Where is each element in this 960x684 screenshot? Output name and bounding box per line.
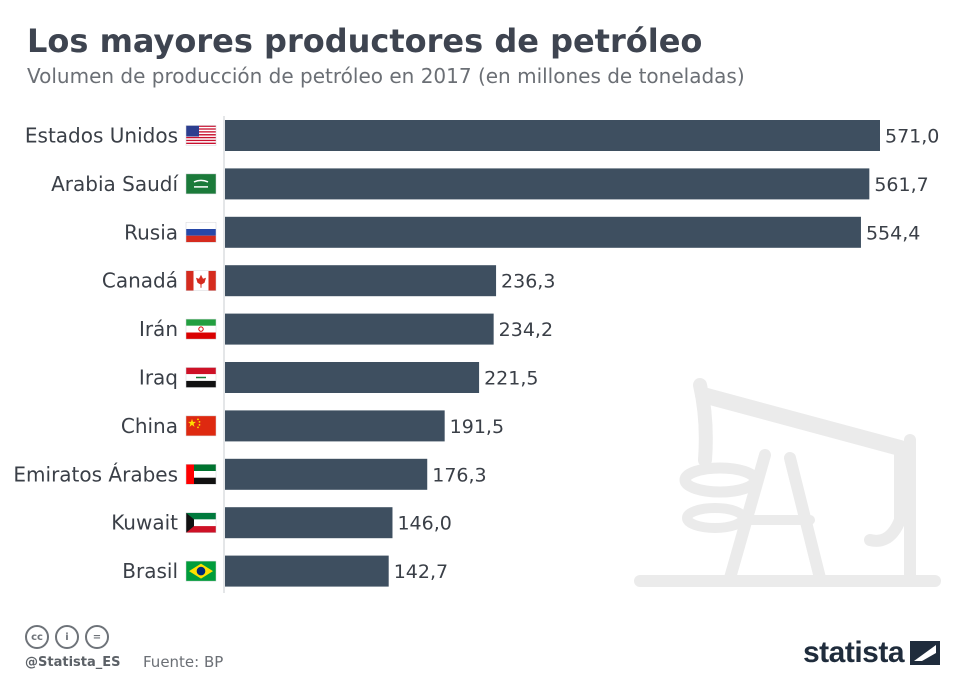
- cc-icon[interactable]: cc: [25, 625, 49, 649]
- bar-row: Kuwait 146,0: [111, 507, 452, 539]
- ir-flag-icon: [185, 318, 217, 340]
- value-label: 571,0: [885, 126, 939, 148]
- iq-flag-icon: [185, 367, 217, 388]
- us-flag-icon: [185, 125, 217, 146]
- bar-row: Canadá 236,3: [102, 265, 555, 297]
- sa-flag-icon: [185, 173, 217, 195]
- bar: [225, 265, 497, 297]
- value-label: 561,7: [874, 174, 928, 196]
- category-label: Rusia: [124, 220, 178, 244]
- ru-flag-icon: [185, 222, 217, 243]
- bar-row: Irán 234,2: [139, 313, 553, 345]
- bar: [225, 507, 393, 539]
- bar: [225, 216, 861, 248]
- br-flag-icon: [185, 560, 217, 582]
- cn-flag-icon: [185, 415, 217, 437]
- value-label: 554,4: [866, 222, 920, 244]
- bar-row: Brasil 142,7: [122, 555, 448, 587]
- bar: [225, 458, 428, 490]
- category-label: China: [121, 414, 178, 438]
- by-icon[interactable]: i: [55, 625, 79, 649]
- statista-logo[interactable]: statista: [803, 636, 941, 670]
- bar-row: China 191,5: [121, 410, 504, 442]
- value-label: 221,5: [484, 368, 538, 390]
- bar-row: Arabia Saudí 561,7: [51, 168, 929, 200]
- nd-icon[interactable]: =: [85, 625, 109, 649]
- category-label: Estados Unidos: [25, 124, 178, 148]
- twitter-handle[interactable]: @Statista_ES: [25, 655, 121, 670]
- value-label: 234,2: [499, 319, 553, 341]
- category-label: Brasil: [122, 559, 178, 583]
- ca-flag-icon: [185, 270, 217, 291]
- bar: [225, 313, 494, 345]
- chart-subtitle: Volumen de producción de petróleo en 201…: [27, 64, 745, 88]
- value-label: 142,7: [394, 561, 448, 583]
- category-label: Arabia Saudí: [51, 172, 179, 196]
- bar: [225, 362, 480, 393]
- bar-row: Iraq 221,5: [139, 362, 538, 393]
- value-label: 236,3: [501, 271, 555, 293]
- statista-logo-icon: [910, 641, 941, 665]
- oil-pump-watermark-icon: [634, 378, 941, 587]
- ae-flag-icon: [185, 464, 217, 485]
- chart-title: Los mayores productores de petróleo: [27, 22, 703, 60]
- value-label: 176,3: [432, 464, 486, 486]
- license-icons: cc i =: [25, 625, 109, 649]
- value-label: 146,0: [397, 513, 451, 535]
- brand-name: statista: [803, 636, 905, 669]
- category-label: Emiratos Árabes: [13, 462, 178, 486]
- category-label: Iraq: [139, 366, 178, 390]
- bar-row: Emiratos Árabes 176,3: [13, 458, 487, 490]
- bar-row: Rusia 554,4: [124, 216, 920, 248]
- category-label: Irán: [139, 317, 178, 341]
- source-note: Fuente: BP: [143, 653, 224, 671]
- kw-flag-icon: [185, 512, 217, 533]
- bar: [225, 555, 389, 587]
- value-label: 191,5: [450, 416, 504, 438]
- category-label: Canadá: [102, 269, 178, 293]
- bar: [225, 120, 880, 151]
- bar: [225, 410, 445, 442]
- category-label: Kuwait: [111, 511, 178, 535]
- bar: [225, 168, 870, 200]
- bar-row: Estados Unidos 571,0: [25, 120, 939, 151]
